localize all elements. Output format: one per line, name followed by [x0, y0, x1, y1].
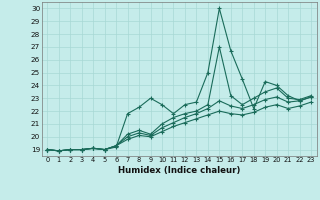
X-axis label: Humidex (Indice chaleur): Humidex (Indice chaleur) [118, 166, 240, 175]
